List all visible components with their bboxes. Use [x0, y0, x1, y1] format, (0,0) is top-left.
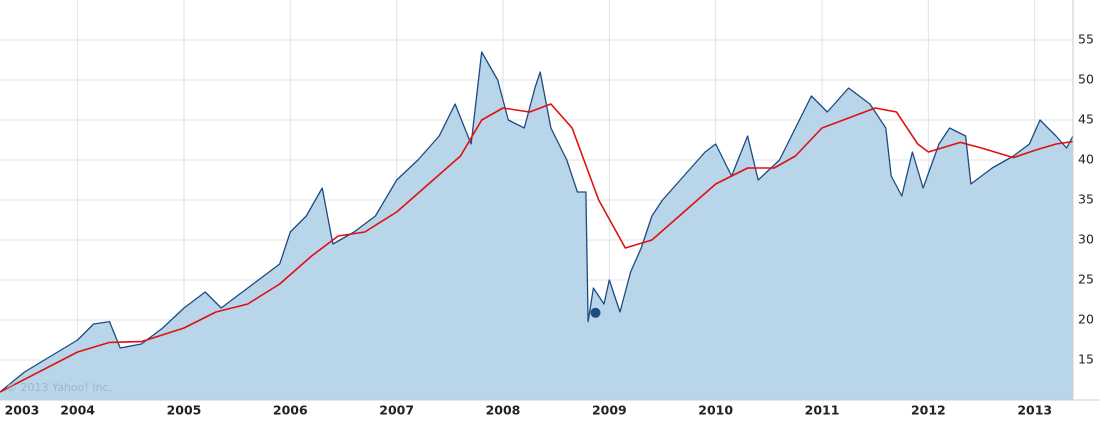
y-tick-label: 35	[1078, 192, 1094, 207]
x-tick-label: 2008	[486, 403, 521, 418]
y-tick-label: 15	[1078, 352, 1094, 367]
x-tick-label: 2011	[805, 403, 840, 418]
event-marker	[590, 307, 601, 318]
y-tick-label: 25	[1078, 272, 1094, 287]
x-tick-label: 2009	[592, 403, 627, 418]
y-tick-label: 30	[1078, 232, 1094, 247]
x-tick-label: 2007	[379, 403, 414, 418]
y-tick-label: 40	[1078, 152, 1094, 167]
x-tick-label: 2003	[5, 403, 40, 418]
x-tick-label: 2005	[167, 403, 202, 418]
x-tick-label: 2013	[1017, 403, 1052, 418]
y-tick-label: 50	[1078, 72, 1094, 87]
y-tick-label: 55	[1078, 32, 1094, 47]
y-tick-label: 45	[1078, 112, 1094, 127]
area	[0, 52, 1073, 400]
x-tick-label: 2006	[273, 403, 308, 418]
line	[0, 103, 1074, 393]
x-tick-label: 2010	[698, 403, 733, 418]
y-tick-label: 20	[1078, 312, 1094, 327]
watermark: © 2013 Yahoo! Inc.	[6, 381, 112, 394]
x-tick-label: 2012	[911, 403, 946, 418]
line	[0, 51, 1074, 393]
x-tick-label: 2004	[60, 403, 95, 418]
